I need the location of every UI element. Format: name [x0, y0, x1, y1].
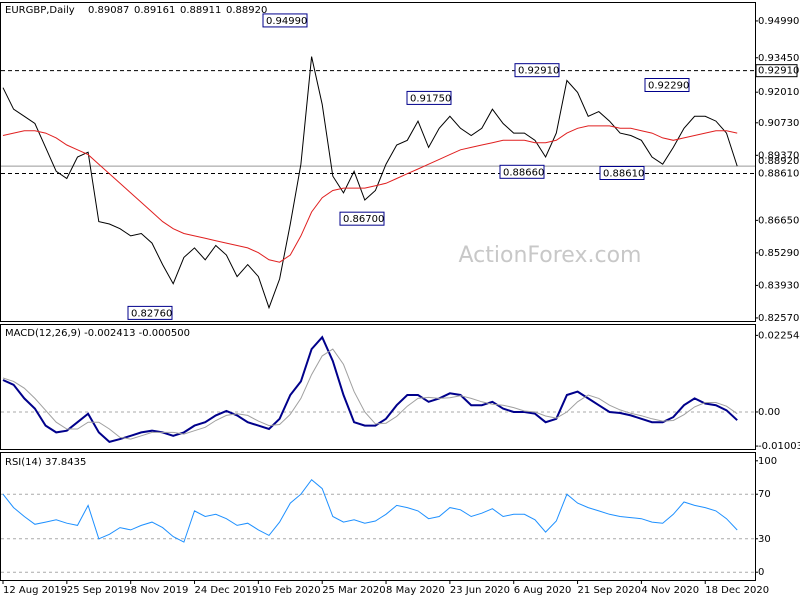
y-tick-label: 0.00 [758, 407, 780, 418]
rsi-title: RSI(14) 37.8435 [5, 457, 86, 468]
x-tick-label: 23 Jun 2020 [450, 585, 510, 596]
macd-panel [0, 324, 756, 450]
series-line [2, 348, 738, 440]
x-tick-label: 25 Mar 2020 [322, 585, 385, 596]
chart-title: EURGBP,Daily [5, 5, 75, 16]
level-label: 0.88610 [758, 169, 799, 180]
y-tick-label: 100 [758, 456, 777, 467]
series-line [2, 478, 738, 543]
macd-title: MACD(12,26,9) -0.002413 -0.000500 [5, 328, 190, 339]
y-tick-label: 0.86650 [758, 215, 799, 226]
last-price-label: 0.88920 [758, 156, 799, 167]
x-tick-label: 6 Aug 2020 [514, 585, 572, 596]
ohlc-open: 0.89087 [88, 5, 129, 16]
y-tick-label: 0.94990 [758, 16, 799, 27]
x-tick-label: 4 Nov 2020 [641, 585, 699, 596]
rsi-panel [0, 452, 756, 581]
x-tick-label: 25 Sep 2019 [67, 585, 130, 596]
annotation-box [406, 90, 452, 105]
x-tick-label: 10 Feb 2020 [258, 585, 320, 596]
y-tick-label: 0.82570 [758, 313, 799, 324]
y-tick-label: -0.010039 [758, 441, 800, 452]
annotation-box [127, 305, 173, 320]
y-tick-label: 0.022544 [758, 330, 800, 341]
annotation-box [599, 166, 645, 180]
annotation-label: 0.86700 [343, 214, 384, 225]
x-tick-label: 8 May 2020 [386, 585, 445, 596]
level-box [755, 64, 798, 78]
y-tick-label: 0.89370 [758, 150, 799, 161]
y-tick-label: 0.90730 [758, 118, 799, 129]
annotation-label: 0.88610 [603, 169, 644, 180]
y-tick-label: 0.92010 [758, 87, 799, 98]
annotation-box [499, 164, 545, 179]
x-tick-label: 12 Aug 2019 [3, 585, 67, 596]
annotation-label: 0.88660 [503, 167, 544, 178]
x-tick-label: 18 Dec 2020 [705, 585, 769, 596]
ohlc-low: 0.88911 [180, 5, 221, 16]
annotation-label: 0.82760 [131, 308, 172, 319]
annotation-box [262, 13, 308, 28]
level-label: 0.92910 [758, 66, 799, 77]
y-tick-label: 70 [758, 489, 771, 500]
y-tick-label: 0.93450 [758, 53, 799, 64]
x-tick-label: 8 Nov 2019 [131, 585, 189, 596]
y-tick-label: 0 [758, 567, 764, 578]
y-tick-label: 0.85290 [758, 248, 799, 259]
y-tick-label: 30 [758, 534, 771, 545]
annotation-box [644, 78, 690, 92]
annotation-box [339, 211, 385, 226]
price-panel [0, 2, 756, 322]
x-tick-label: 24 Dec 2019 [195, 585, 259, 596]
series-line [2, 125, 738, 263]
x-tick-label: 21 Sep 2020 [578, 585, 641, 596]
series-line [2, 335, 738, 444]
ohlc-high: 0.89161 [134, 5, 175, 16]
annotation-label: 0.94990 [266, 16, 307, 27]
annotation-box [514, 63, 560, 78]
ohlc-close: 0.88920 [226, 5, 267, 16]
annotation-label: 0.92910 [518, 66, 559, 77]
watermark: ActionForex.com [459, 243, 642, 268]
annotation-label: 0.92290 [648, 81, 689, 92]
annotation-label: 0.91750 [410, 93, 451, 104]
y-tick-label: 0.83930 [758, 280, 799, 291]
